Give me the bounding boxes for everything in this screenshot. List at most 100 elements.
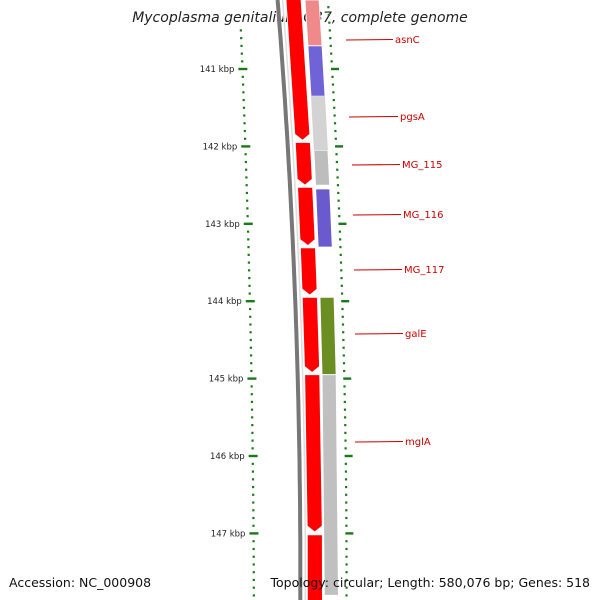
outer-minor-tick — [345, 501, 348, 504]
gene-block-mg-115[interactable] — [313, 149, 331, 186]
minor-tick — [246, 230, 250, 233]
forward-gene-arrow[interactable] — [297, 186, 316, 247]
outer-minor-tick — [344, 447, 347, 450]
minor-tick — [251, 447, 254, 450]
minor-tick — [252, 540, 255, 543]
minor-tick — [248, 292, 251, 295]
outer-minor-tick — [333, 106, 336, 109]
forward-gene-arrow[interactable] — [306, 534, 323, 600]
outer-minor-tick — [340, 269, 343, 272]
gene-label-mgla[interactable]: mglA — [405, 437, 431, 448]
minor-tick — [244, 153, 247, 156]
major-tick — [241, 145, 251, 148]
outer-minor-tick — [345, 563, 348, 566]
minor-tick — [252, 578, 255, 582]
outer-minor-tick — [345, 516, 348, 520]
backbone-highlight — [281, 0, 307, 600]
outer-minor-tick — [341, 307, 344, 311]
minor-tick — [242, 106, 246, 109]
minor-tick — [247, 246, 250, 249]
minor-tick — [243, 122, 246, 125]
minor-tick — [244, 160, 247, 164]
outer-minor-tick — [339, 238, 342, 241]
outer-minor-tick — [344, 462, 347, 465]
outer-minor-tick — [337, 199, 340, 202]
minor-tick — [252, 594, 255, 597]
kbp-tick-label: 147 kbp — [211, 529, 246, 539]
gene-label-mg-117[interactable]: MG_117 — [404, 265, 444, 276]
outer-minor-tick — [328, 29, 331, 32]
backbone-arc — [275, 0, 303, 600]
minor-tick — [252, 555, 255, 558]
minor-tick — [246, 199, 249, 202]
forward-gene-arrow[interactable] — [301, 296, 320, 373]
outer-minor-tick — [342, 362, 346, 365]
outer-minor-tick — [343, 408, 347, 411]
gene-block-pgsa[interactable] — [307, 45, 326, 97]
minor-tick — [247, 238, 250, 241]
outer-minor-tick — [337, 191, 340, 195]
outer-minor-tick — [340, 292, 344, 295]
minor-tick — [252, 547, 255, 551]
outer-minor-tick — [330, 60, 333, 63]
outer-minor-tick — [343, 369, 346, 373]
kbp-tick-label: 142 kbp — [203, 142, 238, 152]
gene-leader-line — [345, 39, 394, 41]
outer-minor-tick — [345, 509, 348, 512]
gene-block-asnc[interactable] — [304, 0, 323, 47]
outer-minor-tick — [336, 184, 340, 187]
outer-minor-tick — [344, 416, 347, 419]
outer-minor-tick — [342, 331, 345, 334]
minor-tick — [250, 385, 253, 388]
outer-major-tick — [341, 300, 350, 303]
forward-gene-arrow[interactable] — [299, 247, 318, 296]
minor-tick — [249, 315, 252, 318]
outer-minor-tick — [334, 129, 337, 133]
kbp-tick-label: 144 kbp — [207, 297, 242, 307]
minor-tick — [250, 393, 253, 396]
minor-tick — [251, 431, 254, 434]
minor-tick — [249, 323, 252, 326]
minor-tick — [252, 501, 255, 504]
minor-tick — [242, 91, 245, 94]
outer-minor-tick — [331, 83, 335, 86]
gene-label-pgsa[interactable]: pgsA — [400, 112, 425, 123]
gene-block-intergenic — [311, 96, 328, 151]
gene-label-gale[interactable]: galE — [405, 329, 427, 340]
forward-gene-arrow[interactable] — [304, 374, 323, 533]
outer-minor-tick — [342, 346, 345, 349]
outer-minor-tick — [329, 37, 332, 40]
outer-minor-tick — [339, 246, 342, 249]
outer-minor-tick — [338, 230, 341, 233]
forward-gene-arrow[interactable] — [294, 142, 313, 186]
gene-block-mg-116[interactable] — [315, 188, 333, 248]
minor-tick — [241, 75, 244, 78]
gene-label-asnc[interactable]: asnC — [395, 35, 420, 46]
gene-block-gale[interactable] — [319, 296, 337, 376]
gene-label-mg-115[interactable]: MG_115 — [402, 160, 442, 171]
kbp-tick-label: 143 kbp — [205, 220, 240, 230]
outer-minor-tick — [333, 114, 336, 117]
outer-minor-tick — [345, 540, 348, 543]
outer-minor-tick — [332, 98, 335, 102]
forward-gene-arrow[interactable] — [285, 0, 311, 141]
outer-minor-tick — [345, 555, 348, 558]
outer-minor-tick — [339, 261, 343, 264]
outer-minor-tick — [341, 323, 345, 326]
outer-minor-tick — [328, 21, 331, 24]
gene-label-mg-116[interactable]: MG_116 — [403, 210, 443, 221]
major-tick — [248, 454, 258, 458]
minor-tick — [241, 83, 245, 86]
major-tick — [247, 377, 257, 380]
minor-tick — [245, 191, 248, 195]
minor-tick — [247, 253, 250, 256]
gene-block-mgla[interactable] — [321, 374, 339, 596]
outer-minor-tick — [344, 485, 348, 489]
outer-minor-tick — [341, 315, 344, 318]
outer-minor-tick — [342, 354, 345, 357]
outer-minor-tick — [345, 586, 348, 589]
outer-minor-tick — [345, 493, 348, 496]
minor-tick — [240, 44, 243, 47]
minor-tick — [250, 369, 253, 373]
